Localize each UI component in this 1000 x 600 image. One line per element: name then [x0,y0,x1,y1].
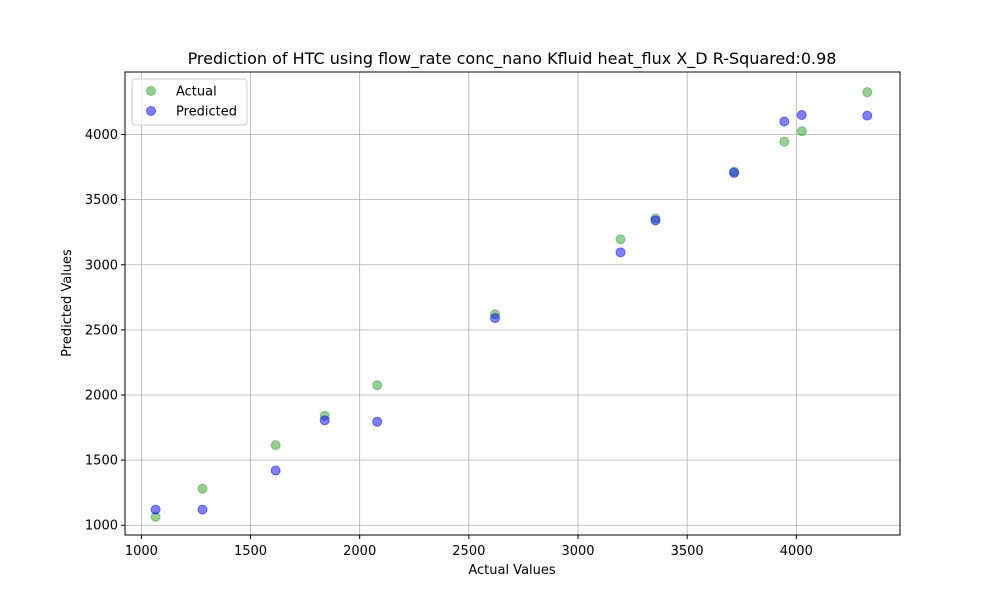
predicted-point [270,465,281,476]
predicted-point [615,247,626,258]
x-tick-label: 3000 [561,544,594,559]
actual-point [270,440,281,451]
y-tick-label: 1500 [85,454,118,469]
actual-point [615,234,626,245]
actual-point [372,380,383,391]
actual-point [197,483,208,494]
predicted-point [862,110,873,121]
y-tick-label: 2500 [85,323,118,338]
x-tick-label: 4000 [780,544,813,559]
axis-ticks: 1000 1500 2000 2500 3000 3500 4000 1000 1500 2000… [85,128,813,559]
predicted-point [490,313,501,324]
x-tick-label: 1500 [234,544,267,559]
legend-marker-predicted [146,106,156,116]
x-tick-label: 2500 [452,544,485,559]
predicted-point [729,167,740,178]
predicted-point [779,116,790,127]
predicted-point [197,504,208,515]
chart-title: Prediction of HTC using flow_rate conc_n… [188,49,837,69]
x-axis-label: Actual Values [468,563,556,578]
y-tick-label: 4000 [85,128,118,143]
predicted-point [796,109,807,120]
y-tick-label: 3000 [85,258,118,273]
predicted-point [650,215,661,226]
y-tick-label: 1000 [85,519,118,534]
predicted-point [319,415,330,426]
y-tick-label: 2000 [85,388,118,403]
legend-label-actual: Actual [176,85,217,100]
actual-point [862,87,873,98]
x-tick-label: 2000 [343,544,376,559]
actual-point [779,136,790,147]
grid [125,72,900,535]
predicted-point [150,504,161,515]
legend-marker-actual [146,86,156,96]
plot-area [124,71,901,536]
predicted-point [372,416,383,427]
x-tick-label: 3500 [671,544,704,559]
y-axis-label: Predicted Values [60,249,75,357]
actual-point [796,126,807,137]
legend-box [131,78,248,126]
legend: Actual Predicted [131,78,248,126]
data-points [150,87,873,522]
y-tick-label: 3500 [85,193,118,208]
x-tick-label: 1000 [125,544,158,559]
legend-label-predicted: Predicted [176,105,237,120]
